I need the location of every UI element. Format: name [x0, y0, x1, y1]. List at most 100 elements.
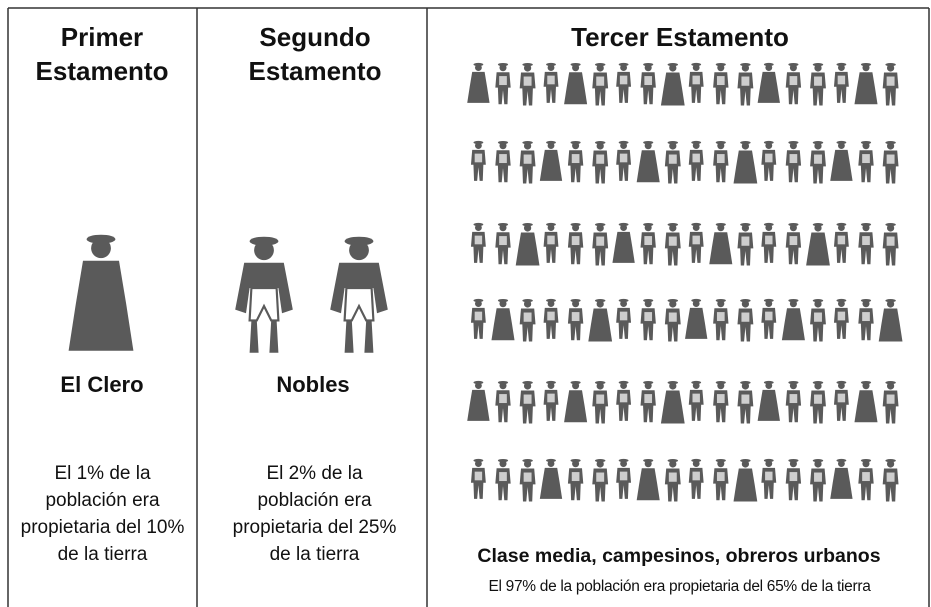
head	[349, 240, 369, 260]
head	[717, 64, 724, 71]
robe	[685, 308, 707, 339]
shirt	[669, 473, 677, 482]
person-icon	[713, 381, 728, 422]
shirt	[838, 76, 845, 85]
column-title: Primer Estamento	[12, 20, 192, 88]
shirt	[499, 394, 507, 403]
head	[838, 460, 845, 467]
person-icon	[810, 63, 826, 106]
shirt	[814, 77, 822, 86]
head	[620, 382, 627, 389]
head	[548, 64, 555, 71]
head	[693, 460, 700, 467]
head	[645, 460, 652, 467]
head	[669, 382, 676, 389]
person-icon	[761, 299, 776, 339]
person-icon	[641, 223, 656, 264]
person-icon	[758, 63, 780, 103]
person-icon	[641, 63, 656, 104]
person-icon	[495, 63, 510, 104]
head	[814, 300, 821, 307]
shirt	[644, 236, 652, 245]
person-icon	[858, 299, 873, 340]
shirt	[547, 236, 554, 245]
shirt	[669, 155, 677, 164]
shirt	[475, 472, 482, 481]
head	[838, 224, 845, 231]
shirt	[862, 312, 870, 321]
person-icon	[810, 459, 826, 502]
person-icon	[495, 141, 510, 182]
head	[862, 142, 869, 149]
shirt	[669, 237, 677, 246]
person-icon	[665, 299, 681, 342]
person-icon	[830, 459, 852, 499]
shirt	[644, 394, 652, 403]
person-icon	[544, 63, 559, 103]
head	[693, 224, 700, 231]
shirt	[838, 312, 845, 321]
person-icon	[713, 63, 728, 104]
head	[597, 142, 604, 149]
column-label: El Clero	[12, 372, 192, 398]
head	[475, 64, 482, 71]
person-icon	[883, 381, 899, 424]
robe	[564, 72, 587, 104]
head	[693, 64, 700, 71]
head	[742, 142, 749, 149]
legs	[250, 320, 279, 352]
shirt	[814, 155, 822, 164]
robe	[612, 232, 634, 263]
head	[717, 142, 724, 149]
breeches	[345, 288, 374, 320]
person-icon	[737, 381, 753, 424]
head	[499, 460, 506, 467]
shirt	[692, 154, 699, 163]
robe	[491, 308, 514, 340]
shirt	[887, 155, 895, 164]
person-icon	[520, 381, 536, 424]
head	[887, 382, 894, 389]
head	[790, 224, 797, 231]
head	[717, 460, 724, 467]
person-icon	[612, 223, 634, 263]
shirt	[499, 236, 507, 245]
head	[645, 382, 652, 389]
person-icon	[568, 299, 583, 340]
shirt	[790, 154, 798, 163]
head	[499, 382, 506, 389]
shirt	[524, 473, 532, 482]
shirt	[475, 154, 482, 163]
person-icon	[834, 223, 849, 263]
shirt	[692, 76, 699, 85]
head	[717, 382, 724, 389]
shirt	[596, 473, 604, 482]
head	[524, 142, 531, 149]
head	[814, 142, 821, 149]
person-icon	[471, 459, 486, 499]
head	[597, 64, 604, 71]
person-icon	[520, 141, 536, 184]
head	[669, 224, 676, 231]
robe	[709, 232, 732, 264]
person-icon	[330, 237, 388, 353]
person-icon	[616, 381, 631, 421]
shirt	[572, 312, 580, 321]
shirt	[499, 76, 507, 85]
infographic: Primer Estamento Segundo Estamento Terce…	[0, 0, 931, 607]
shirt	[765, 154, 772, 163]
shirt	[475, 312, 482, 321]
shirt	[475, 236, 482, 245]
person-icon	[568, 141, 583, 182]
person-icon	[637, 459, 660, 500]
person-icon	[540, 459, 562, 499]
head	[742, 460, 749, 467]
head	[862, 382, 869, 389]
head	[790, 64, 797, 71]
person-icon	[879, 299, 903, 342]
head	[669, 300, 676, 307]
person-icon	[883, 141, 899, 184]
shirt	[765, 312, 772, 321]
column-label: Nobles	[200, 372, 426, 398]
person-icon	[564, 63, 587, 104]
